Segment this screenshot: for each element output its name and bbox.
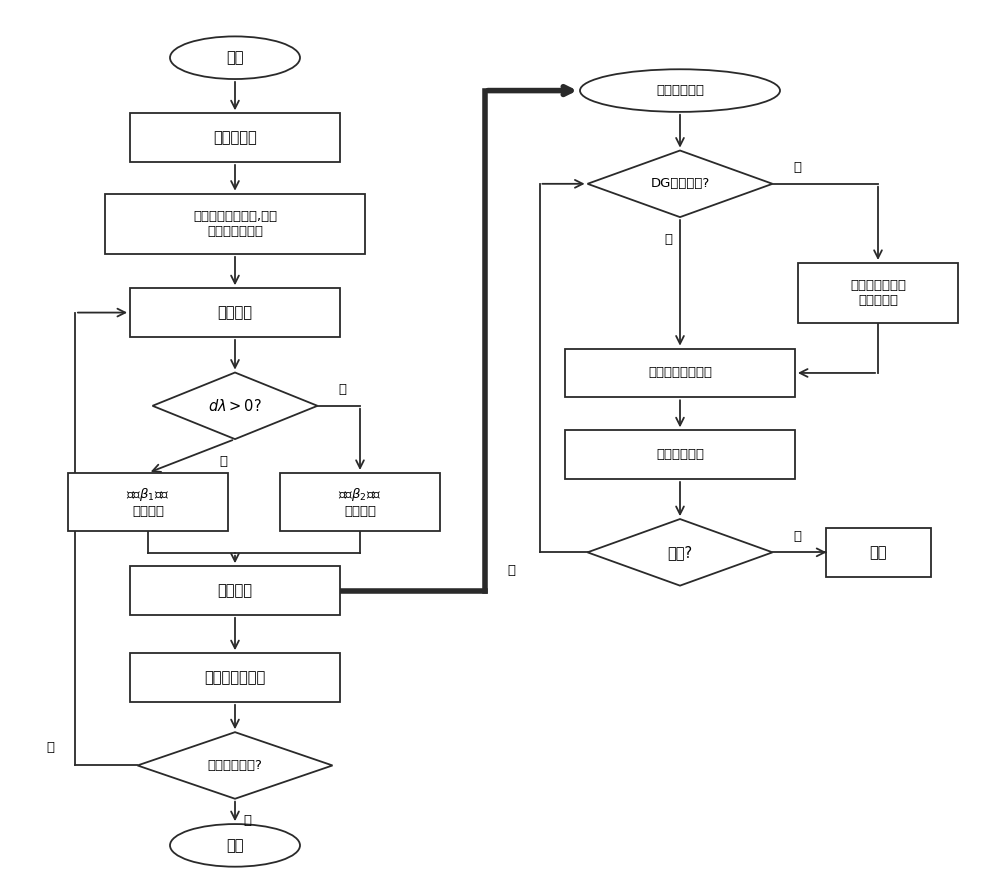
Text: 校正环节: 校正环节 [218,583,252,598]
Text: 是: 是 [219,455,227,468]
Text: 满足终止条件?: 满足终止条件? [208,759,262,772]
FancyBboxPatch shape [826,527,930,577]
FancyBboxPatch shape [798,263,958,323]
Text: 选择$\beta_1$作为
几何参数: 选择$\beta_1$作为 几何参数 [126,486,170,518]
Text: 更新状态变量: 更新状态变量 [656,448,704,461]
Polygon shape [152,373,318,439]
FancyBboxPatch shape [130,113,340,163]
FancyBboxPatch shape [565,348,795,398]
Text: 否: 否 [664,233,672,246]
Text: 分岔点类型识别: 分岔点类型识别 [204,670,266,685]
FancyBboxPatch shape [130,288,340,337]
Text: 否: 否 [338,384,347,396]
FancyBboxPatch shape [565,431,795,480]
Text: 求解增广潮流方程: 求解增广潮流方程 [648,367,712,379]
FancyBboxPatch shape [105,194,365,254]
FancyBboxPatch shape [130,654,340,702]
Text: 结束: 结束 [226,838,244,852]
Text: 选择$\beta_2$作为
几何参数: 选择$\beta_2$作为 几何参数 [338,486,382,518]
Ellipse shape [170,824,300,867]
Text: 是: 是 [794,530,802,543]
Text: 否: 否 [507,564,516,576]
Text: $d\lambda>0$?: $d\lambda>0$? [208,398,262,414]
Text: 开始: 开始 [226,51,244,65]
Ellipse shape [580,69,780,112]
FancyBboxPatch shape [68,472,228,531]
Polygon shape [137,732,332,799]
Text: DG是否接入?: DG是否接入? [650,178,710,190]
FancyBboxPatch shape [130,567,340,614]
Text: 计算初始点: 计算初始点 [213,131,257,145]
FancyBboxPatch shape [280,472,440,531]
Polygon shape [588,519,773,586]
Text: 设置初始连续参数,步长
和负荷增长方式: 设置初始连续参数,步长 和负荷增长方式 [193,210,277,238]
Polygon shape [588,150,773,218]
Text: 是: 是 [243,814,251,828]
Text: 是: 是 [794,162,802,174]
Text: 收敛?: 收敛? [667,545,693,559]
Ellipse shape [170,36,300,79]
Text: 校正环节开始: 校正环节开始 [656,84,704,97]
Text: 否: 否 [46,741,54,754]
Text: 退出: 退出 [869,545,887,559]
Text: 预测环节: 预测环节 [218,305,252,320]
Text: 节点类型双向转
换逻辑判断: 节点类型双向转 换逻辑判断 [850,279,906,307]
